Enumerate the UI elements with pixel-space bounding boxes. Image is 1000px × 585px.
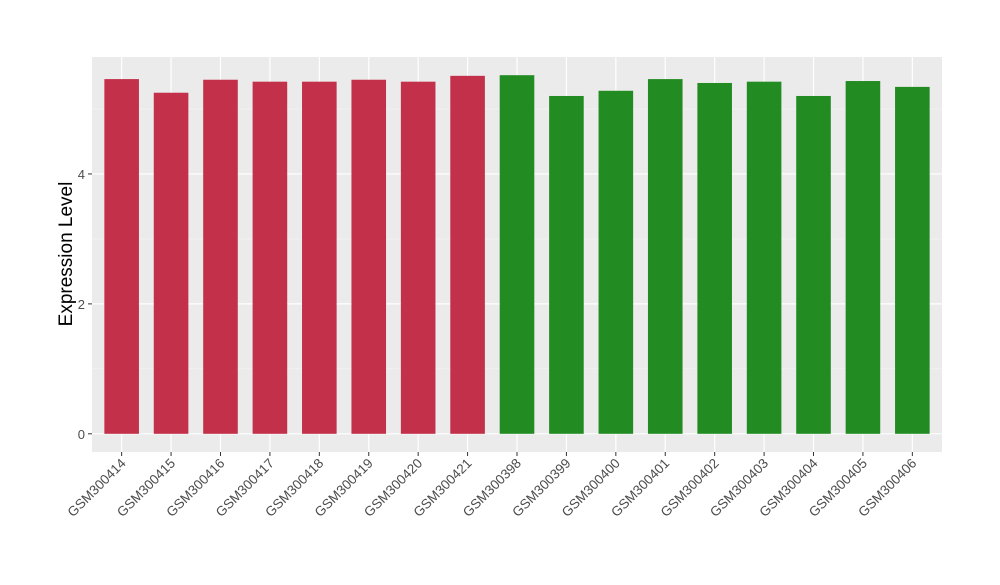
bar-GSM300401 (647, 79, 683, 434)
bar-GSM300418 (302, 81, 337, 434)
bar-GSM300414 (104, 79, 139, 434)
y-tick-label: 0 (78, 427, 85, 442)
y-tick-label: 4 (78, 167, 85, 182)
bar-GSM300419 (351, 79, 387, 434)
bar-GSM300406 (895, 86, 930, 434)
bar-GSM300402 (697, 82, 732, 434)
bar-GSM300415 (153, 92, 189, 434)
bar-GSM300403 (746, 81, 782, 434)
bar-GSM300398 (499, 75, 535, 434)
y-axis-label: Expression Level (56, 182, 77, 327)
bar-GSM300400 (598, 90, 634, 434)
y-tick-label: 2 (78, 297, 85, 312)
bar-GSM300420 (400, 81, 436, 434)
bar-GSM300416 (203, 79, 238, 434)
bar-GSM300404 (796, 95, 831, 434)
bar-GSM300417 (252, 81, 288, 434)
bar-GSM300405 (845, 81, 881, 434)
bar-GSM300421 (450, 75, 485, 434)
bar-GSM300399 (549, 95, 584, 434)
